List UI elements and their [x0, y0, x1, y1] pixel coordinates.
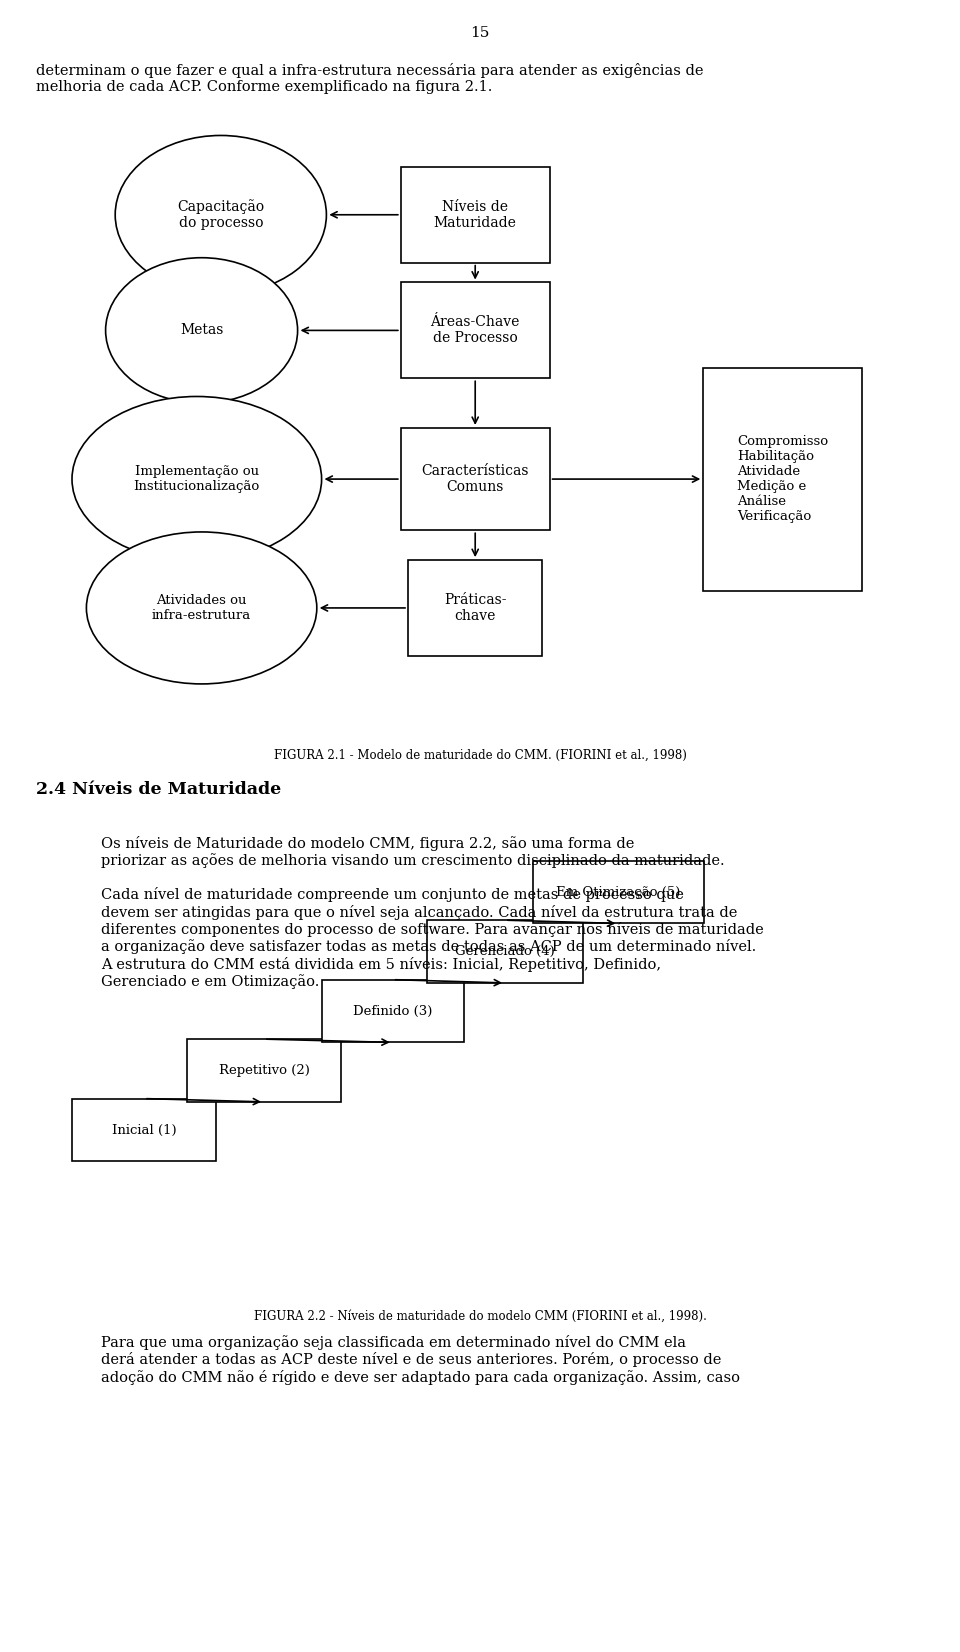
Text: Atividades ou
infra-estrutura: Atividades ou infra-estrutura [152, 595, 252, 621]
FancyBboxPatch shape [533, 861, 704, 923]
FancyBboxPatch shape [400, 428, 549, 530]
FancyBboxPatch shape [187, 1039, 341, 1102]
Text: 15: 15 [470, 26, 490, 40]
Text: determinam o que fazer e qual a infra-estrutura necessária para atender as exigê: determinam o que fazer e qual a infra-es… [36, 63, 704, 94]
FancyBboxPatch shape [703, 368, 861, 591]
Text: 2.4 Níveis de Maturidade: 2.4 Níveis de Maturidade [36, 781, 281, 798]
Text: Os níveis de Maturidade do modelo CMM, figura 2.2, são uma forma de
priorizar as: Os níveis de Maturidade do modelo CMM, f… [101, 836, 725, 869]
Ellipse shape [86, 532, 317, 684]
Text: Práticas-
chave: Práticas- chave [444, 593, 507, 623]
Text: Implementação ou
Institucionalização: Implementação ou Institucionalização [133, 466, 260, 492]
Text: Compromisso
Habilitação
Atividade
Medição e
Análise
Verificação: Compromisso Habilitação Atividade Mediçã… [737, 434, 828, 524]
Text: Inicial (1): Inicial (1) [111, 1123, 177, 1137]
Text: FIGURA 2.1 - Modelo de maturidade do CMM. (FIORINI et al., 1998): FIGURA 2.1 - Modelo de maturidade do CMM… [274, 748, 686, 762]
Text: Cada nível de maturidade compreende um conjunto de metas de processo que
devem s: Cada nível de maturidade compreende um c… [101, 887, 763, 990]
Text: Repetitivo (2): Repetitivo (2) [219, 1064, 309, 1077]
Ellipse shape [72, 396, 322, 562]
Text: Áreas-Chave
de Processo: Áreas-Chave de Processo [430, 316, 520, 345]
Text: FIGURA 2.2 - Níveis de maturidade do modelo CMM (FIORINI et al., 1998).: FIGURA 2.2 - Níveis de maturidade do mod… [253, 1310, 707, 1323]
Text: Capacitação
do processo: Capacitação do processo [178, 200, 264, 230]
Text: Gerenciado (4): Gerenciado (4) [455, 945, 555, 958]
FancyBboxPatch shape [400, 167, 549, 263]
Text: Níveis de
Maturidade: Níveis de Maturidade [434, 200, 516, 230]
Text: Em Otimização (5): Em Otimização (5) [556, 885, 681, 899]
FancyBboxPatch shape [322, 980, 464, 1042]
FancyBboxPatch shape [408, 560, 542, 656]
Text: Metas: Metas [180, 324, 224, 337]
Text: Para que uma organização seja classificada em determinado nível do CMM ela
derá : Para que uma organização seja classifica… [101, 1335, 740, 1384]
Text: Características
Comuns: Características Comuns [421, 464, 529, 494]
FancyBboxPatch shape [72, 1099, 216, 1161]
FancyBboxPatch shape [427, 920, 583, 983]
Ellipse shape [106, 258, 298, 403]
Ellipse shape [115, 135, 326, 294]
Text: Definido (3): Definido (3) [353, 1004, 432, 1018]
FancyBboxPatch shape [400, 282, 549, 378]
